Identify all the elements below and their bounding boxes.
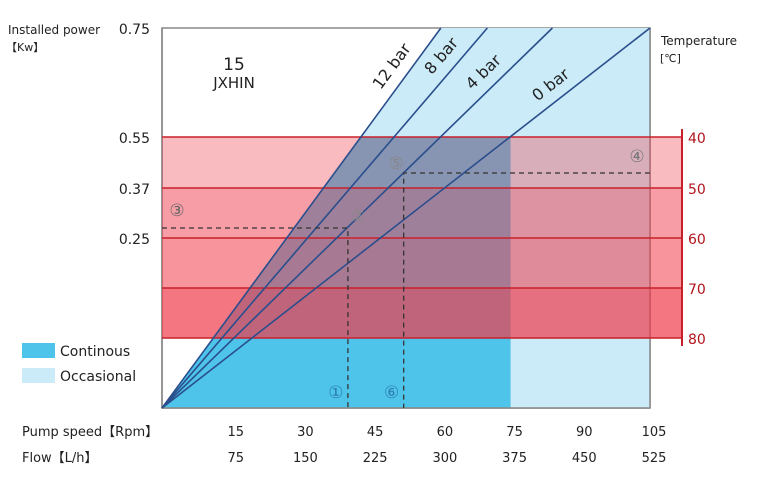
x-tick-label: 300 (432, 451, 457, 466)
pressure-line (161, 27, 442, 409)
temperature-band (162, 238, 682, 288)
annotation-marker: ③ (169, 201, 184, 221)
temperature-band (162, 288, 682, 338)
legend-swatch (22, 343, 55, 358)
x-tick-label: 15 (227, 425, 244, 440)
temperature-tick-label: 50 (688, 182, 706, 198)
chart-title: 15 (223, 55, 245, 75)
annotation-marker: ⑤ (388, 154, 403, 174)
x-tick-label: 525 (642, 451, 667, 466)
x-tick-label: 90 (576, 425, 593, 440)
temperature-tick-label: 40 (688, 131, 706, 147)
x-tick-label: 30 (297, 425, 314, 440)
guide-dashed-line-4-5-6 (403, 172, 650, 408)
x-tick-label: 75 (227, 451, 244, 466)
legend-swatch (22, 368, 55, 383)
pressure-line (161, 27, 651, 409)
legend-label: Occasional (60, 369, 136, 385)
x-tick-label: 45 (367, 425, 384, 440)
x-tick-label: 60 (437, 425, 454, 440)
pressure-line (161, 27, 488, 409)
legend-label: Continous (60, 344, 130, 360)
temperature-band (162, 188, 682, 238)
temperature-tick-label: 70 (688, 282, 706, 298)
y2-axis-unit: [℃] (660, 52, 681, 65)
y-axis-unit: 【Kw】 (6, 41, 44, 54)
x-row-label: Pump speed【Rpm】 (22, 425, 158, 440)
pressure-line (161, 27, 553, 409)
x-tick-label: 75 (506, 425, 523, 440)
x-tick-label: 225 (363, 451, 388, 466)
annotation-marker: ④ (629, 147, 644, 167)
annotation-marker: ⑥ (384, 383, 399, 403)
x-tick-label: 375 (502, 451, 527, 466)
y-axis-title: Installed power (8, 23, 100, 37)
y2-axis-title: Temperature (660, 34, 737, 48)
x-tick-label: 150 (293, 451, 318, 466)
temperature-band (162, 137, 682, 188)
power-tick-label: 0.25 (119, 232, 150, 248)
x-tick-label: 450 (572, 451, 597, 466)
chart-subtitle: JXHIN (212, 74, 255, 92)
power-tick-label: 0.75 (119, 22, 150, 38)
power-tick-label: 0.55 (119, 131, 150, 147)
temperature-tick-label: 60 (688, 232, 706, 248)
temperature-tick-label: 80 (688, 332, 706, 348)
power-tick-label: 0.37 (119, 182, 150, 198)
x-tick-label: 105 (642, 425, 667, 440)
annotation-marker: ① (328, 383, 343, 403)
x-row-label: Flow【L/h】 (22, 451, 98, 466)
annotation-marker: ② (350, 207, 365, 227)
